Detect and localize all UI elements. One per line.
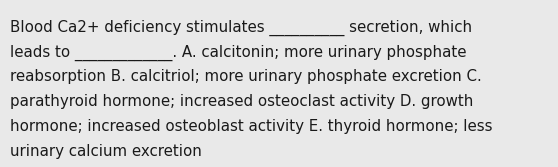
Text: parathyroid hormone; increased osteoclast activity D. growth: parathyroid hormone; increased osteoclas… <box>10 94 473 109</box>
Text: Blood Ca2+ deficiency stimulates __________ secretion, which: Blood Ca2+ deficiency stimulates _______… <box>10 20 472 36</box>
Text: leads to _____________. A. calcitonin; more urinary phosphate: leads to _____________. A. calcitonin; m… <box>10 45 466 61</box>
Text: urinary calcium excretion: urinary calcium excretion <box>10 144 202 159</box>
Text: hormone; increased osteoblast activity E. thyroid hormone; less: hormone; increased osteoblast activity E… <box>10 119 493 134</box>
Text: reabsorption B. calcitriol; more urinary phosphate excretion C.: reabsorption B. calcitriol; more urinary… <box>10 69 482 85</box>
